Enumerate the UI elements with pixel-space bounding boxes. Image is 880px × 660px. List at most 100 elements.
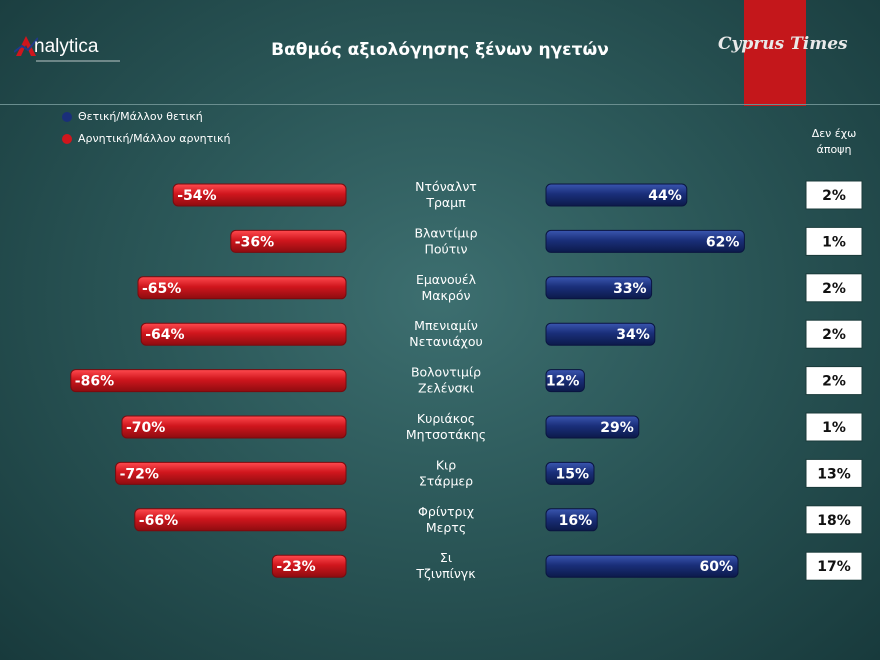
leader-name: Κυριάκος Μητσοτάκης — [406, 411, 486, 442]
no-opinion-box — [805, 551, 863, 581]
logo-underline — [36, 60, 120, 62]
positive-bar-label: 62% — [706, 234, 740, 250]
leader-name-line: Μακρόν — [422, 288, 471, 303]
leader-name: Βολοντιμίρ Ζελένσκι — [411, 365, 481, 396]
chart-row: -54% 44% Ντόναλντ Τραμπ 2% — [172, 179, 863, 210]
no-opinion-value: 13% — [817, 466, 851, 482]
leader-name-line: Πούτιν — [424, 241, 467, 256]
no-opinion-header: Δεν έχω άποψη — [796, 126, 872, 158]
negative-bar — [271, 554, 347, 578]
leader-name-line: Μητσοτάκης — [406, 427, 486, 442]
positive-bar-label: 15% — [555, 466, 589, 482]
positive-bar-label: 16% — [559, 513, 593, 529]
positive-bar — [545, 508, 598, 532]
leader-name-line: Εμανουέλ — [416, 272, 477, 287]
negative-bar-label: -66% — [139, 513, 178, 529]
positive-bar-label: 44% — [648, 188, 682, 204]
no-opinion-box — [805, 412, 863, 442]
no-opinion-value: 2% — [822, 281, 846, 297]
positive-bar — [545, 415, 640, 439]
leader-name-line: Τζινπίνγκ — [415, 566, 476, 581]
no-opinion-value: 2% — [822, 188, 846, 204]
positive-bar — [545, 322, 656, 346]
negative-bar — [140, 322, 347, 346]
negative-bar-label: -65% — [142, 281, 181, 297]
positive-bar — [545, 369, 585, 393]
chart-row: -23% 60% Σι Τζινπίνγκ 17% — [271, 550, 863, 581]
no-opinion-box — [805, 505, 863, 535]
chart-row: -36% 62% Βλαντίμιρ Πούτιν 1% — [230, 225, 863, 256]
no-opinion-header-line-1: Δεν έχω — [811, 127, 857, 140]
legend-item-negative: Αρνητική/Μάλλον αρνητική — [62, 132, 230, 145]
leader-name-line: Τραμπ — [425, 195, 466, 210]
positive-bar — [545, 183, 688, 207]
chart-title: Βαθμός αξιολόγησης ξένων ηγετών — [271, 40, 609, 60]
no-opinion-value: 2% — [822, 327, 846, 343]
positive-bar — [545, 276, 653, 300]
no-opinion-value: 1% — [822, 420, 846, 436]
legend-label-positive: Θετική/Μάλλον θετική — [78, 110, 203, 123]
negative-bar-label: -23% — [276, 559, 315, 575]
brand-band — [744, 0, 806, 106]
chart-row: -86% 12% Βολοντιμίρ Ζελένσκι 2% — [70, 365, 863, 396]
leader-name: Κιρ Στάρμερ — [419, 457, 473, 488]
logo-text: nalytica — [34, 36, 99, 57]
leader-name-line: Σι — [440, 550, 452, 565]
negative-bar — [137, 276, 347, 300]
positive-bar-label: 60% — [699, 559, 733, 575]
cyprus-times-logo: Cyprus Times — [718, 34, 848, 54]
negative-bar-label: -70% — [126, 420, 165, 436]
positive-bar-label: 12% — [546, 374, 580, 390]
legend-dot-positive-icon — [62, 111, 72, 122]
leader-name-line: Μερτς — [426, 520, 466, 535]
no-opinion-value: 1% — [822, 234, 846, 250]
leader-name-line: Βολοντιμίρ — [411, 365, 481, 380]
negative-bar-label: -54% — [177, 188, 216, 204]
no-opinion-value: 17% — [817, 559, 851, 575]
leader-name-line: Στάρμερ — [419, 473, 473, 488]
negative-bar — [115, 461, 347, 485]
positive-bar-label: 29% — [600, 420, 634, 436]
negative-bar — [134, 508, 347, 532]
chart-row: -64% 34% Μπενιαμίν Νετανιάχου 2% — [140, 318, 863, 349]
no-opinion-value: 2% — [822, 374, 846, 390]
positive-bar — [545, 554, 739, 578]
negative-bar-label: -72% — [120, 466, 159, 482]
chart-row: -72% 15% Κιρ Στάρμερ 13% — [115, 457, 863, 488]
negative-bar-label: -36% — [235, 234, 274, 250]
leader-name: Φρίντριχ Μερτς — [418, 504, 474, 535]
leader-name: Σι Τζινπίνγκ — [415, 550, 476, 581]
no-opinion-box — [805, 273, 863, 303]
leader-name-line: Κυριάκος — [417, 411, 475, 426]
negative-bar — [70, 369, 347, 393]
leader-name: Εμανουέλ Μακρόν — [416, 272, 477, 303]
negative-bar-label: -64% — [145, 327, 184, 343]
no-opinion-box — [805, 319, 863, 349]
leader-name-line: Ζελένσκι — [418, 381, 474, 396]
chart-row: -65% 33% Εμανουέλ Μακρόν 2% — [137, 272, 863, 303]
leader-name-line: Βλαντίμιρ — [414, 225, 477, 240]
positive-bar-label: 33% — [613, 281, 647, 297]
leader-name: Βλαντίμιρ Πούτιν — [414, 225, 477, 256]
leader-name-line: Φρίντριχ — [418, 504, 474, 519]
legend-item-positive: Θετική/Μάλλον θετική — [62, 110, 203, 123]
leader-name-line: Νετανιάχου — [409, 334, 482, 349]
legend-dot-negative-icon — [62, 133, 72, 144]
positive-bar-label: 34% — [616, 327, 650, 343]
leader-name-line: Μπενιαμίν — [414, 318, 478, 333]
leader-name: Μπενιαμίν Νετανιάχου — [409, 318, 482, 349]
negative-bar-label: -86% — [75, 374, 114, 390]
legend-label-negative: Αρνητική/Μάλλον αρνητική — [78, 132, 231, 145]
header-divider — [0, 104, 880, 105]
chart-row: -66% 16% Φρίντριχ Μερτς 18% — [134, 504, 863, 535]
negative-bar — [121, 415, 347, 439]
no-opinion-box — [805, 458, 863, 488]
leader-name-line: Κιρ — [436, 457, 456, 472]
leader-name-line: Ντόναλντ — [415, 179, 477, 194]
chart-body: -54% 44% Ντόναλντ Τραμπ 2% -36% 62% Βλαντίμιρ Πο… — [70, 179, 863, 581]
positive-bar — [545, 461, 595, 485]
logo-mark-icon — [14, 36, 38, 56]
chart-row: -70% 29% Κυριάκος Μητσοτάκης 1% — [121, 411, 863, 442]
analytica-logo: nalytica — [14, 34, 124, 74]
